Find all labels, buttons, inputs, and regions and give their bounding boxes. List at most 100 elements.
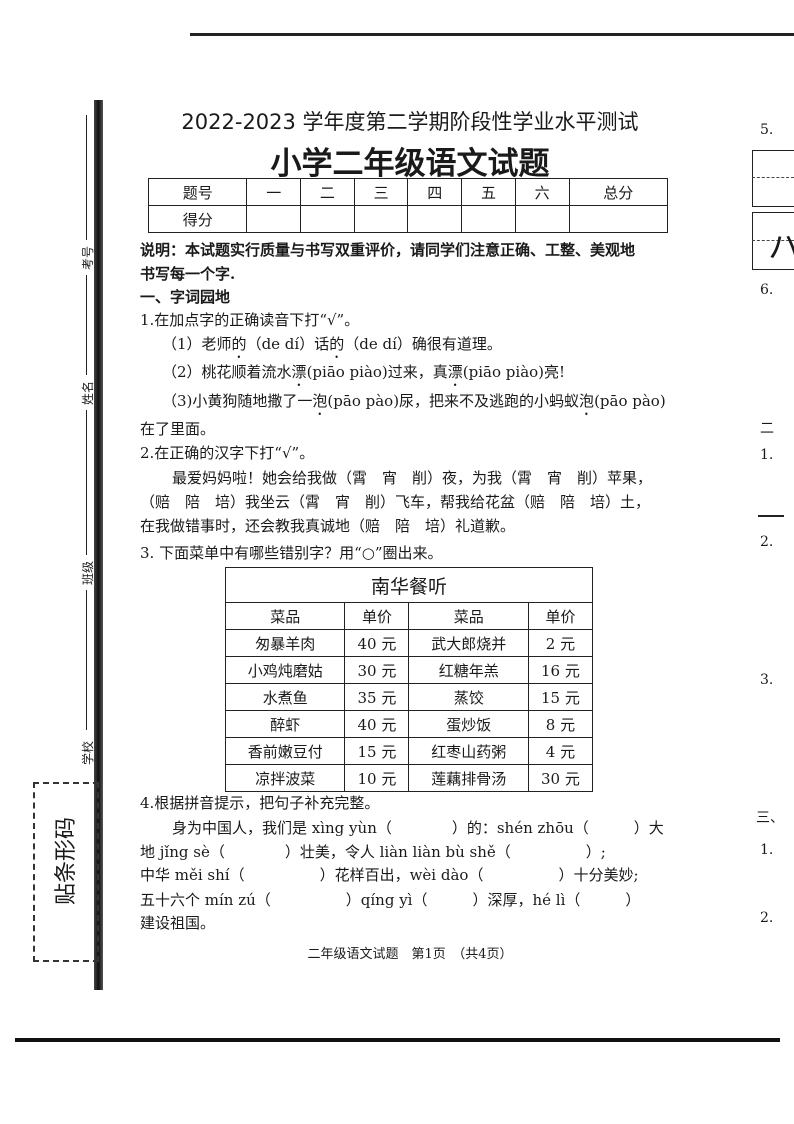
score-table-row-scores: 得分 [147,205,669,233]
menu-row: 水煮鱼 35 元蒸饺 15 元 [224,683,594,711]
cell: 二 [300,178,355,206]
right-item: 2. [760,534,774,550]
dish-name: 武大郎烧并 [408,629,529,657]
q2-line1: 最爱妈妈啦！她会给我做（霄 宵 削）夜，为我（霄 宵 削）苹果， [172,469,653,487]
instructions-cont: 书写每一个字. [140,265,236,283]
menu-row: 匆暴羊肉 40 元武大郎烧并 2 元 [224,629,594,657]
name-line [86,275,87,375]
dish-price: 8 元 [527,710,594,738]
column-header: 菜品 [224,602,346,630]
dish-name: 莲藕排骨汤 [408,764,529,792]
q4-prompt: 4.根据拼音提示，把句子补充完整。 [140,794,380,812]
menu-row: 香前嫩豆付 15 元红枣山药粥 4 元 [224,737,594,765]
q2-line3: 在我做错事时，还会教我真诚地（赔 陪 培）礼道歉。 [140,517,516,535]
column-header: 单价 [344,602,410,630]
exam-number-line [86,115,87,240]
dish-price: 40 元 [344,629,410,657]
menu-row: 小鸡炖磨姑 30 元红糖年羔 16 元 [224,656,594,684]
score-cell[interactable] [407,205,463,233]
scan-border-top [190,33,794,36]
dish-name: 凉拌波菜 [224,764,346,792]
score-cell[interactable] [568,205,669,233]
q1-item3-cont: 在了里面。 [140,420,216,438]
menu-row: 醉虾 40 元蛋炒饭 8 元 [224,710,594,738]
q1-prompt: 1.在加点字的正确读音下打“√”。 [140,311,360,329]
right-item: 三、 [756,810,784,826]
right-item: 3. [760,672,774,688]
q4-line1: 身为中国人，我们是 xìng yùn（ ）的：shén zhōu（ ）大 [172,819,664,837]
q4-line3: 中华 měi shí（ ）花样百出，wèi dào（ ）十分美妙; [140,866,639,884]
box-character: ハ [768,228,794,266]
dish-name: 水煮鱼 [224,683,346,711]
q4-line2: 地 jǐng sè（ ）壮美，令人 liàn liàn bù shě（ ）; [140,843,606,861]
cell: 一 [246,178,302,206]
menu-row: 凉拌波菜 10 元莲藕排骨汤 30 元 [224,764,594,792]
exam-subtitle: 小学二年级语文试题 [270,146,550,182]
school-label: 学校 [81,740,95,765]
right-item: 6. [760,282,774,298]
q4-line5: 建设祖国。 [140,914,216,932]
dish-name: 小鸡炖磨姑 [224,656,346,684]
q1-item3: （3)小黄狗随地撒了一泡(pāo pào)尿，把来不及逃跑的小蚂蚁泡(pāo p… [162,392,666,410]
barcode-box [33,782,99,962]
dish-price: 16 元 [527,656,594,684]
cell: 得分 [147,205,248,233]
name-label: 姓名 [81,380,95,405]
cell: 三 [353,178,409,206]
writing-box [752,212,794,270]
answer-line [758,515,784,517]
writing-box [752,150,794,207]
section-heading: 一、字词园地 [140,288,231,306]
dish-price: 30 元 [344,656,410,684]
right-item: 5. [760,122,774,138]
dish-price: 10 元 [344,764,410,792]
cell: 总分 [568,178,669,206]
right-item: 2. [760,910,774,926]
cell: 六 [514,178,570,206]
right-item: 1. [760,447,774,463]
dish-name: 蒸饺 [408,683,529,711]
barcode-label: 贴条形码 [54,816,79,905]
column-header: 单价 [527,602,594,630]
dish-name: 蛋炒饭 [408,710,529,738]
class-line [86,410,87,555]
menu-table: 南华餐听 菜品 单价 菜品 单价 匆暴羊肉 40 元武大郎烧并 2 元小鸡炖磨姑 30… [224,567,594,792]
q2-prompt: 2.在正确的汉字下打“√”。 [140,444,315,462]
dish-name: 香前嫩豆付 [224,737,346,765]
cell: 题号 [147,178,248,206]
dish-name: 红枣山药粥 [408,737,529,765]
dish-name: 匆暴羊肉 [224,629,346,657]
q3-prompt: 3. 下面菜单中有哪些错别字？用“○”圈出来。 [140,544,443,562]
cell: 五 [461,178,516,206]
writing-guide [752,240,794,241]
dish-price: 30 元 [527,764,594,792]
score-cell[interactable] [461,205,516,233]
menu-title: 南华餐听 [225,567,593,603]
writing-guide [752,177,794,178]
exam-title: 2022-2023 学年度第二学期阶段性学业水平测试 [181,110,639,134]
score-cell[interactable] [300,205,355,233]
dish-price: 15 元 [344,737,410,765]
q2-line2: （赔 陪 培）我坐云（霄 宵 削）飞车，帮我给花盆（赔 陪 培）土， [140,493,651,511]
menu-header-row: 菜品 单价 菜品 单价 [224,602,594,630]
dish-price: 35 元 [344,683,410,711]
score-table-row-header: 题号 一 二 三 四 五 六 总分 [147,178,669,206]
q4-line4: 五十六个 mín zú（ ）qíng yì（ ）深厚，hé lì（ ） [140,891,641,909]
score-cell[interactable] [353,205,409,233]
column-header: 菜品 [408,602,529,630]
q1-item2: （2）桃花顺着流水漂(piāo piào)过来，真漂(piāo piào)亮! [162,363,566,381]
cell: 四 [407,178,463,206]
dish-name: 醉虾 [224,710,346,738]
dish-price: 15 元 [527,683,594,711]
right-item: 二 [760,421,774,437]
exam-number-label: 考号 [81,245,95,270]
score-table: 题号 一 二 三 四 五 六 总分 得分 [147,178,669,233]
q1-item1: （1）老师的（de dí）话的（de dí）确很有道理。 [162,335,502,353]
score-cell[interactable] [246,205,302,233]
school-line [86,590,87,730]
dish-name: 红糖年羔 [408,656,529,684]
instructions: 说明：本试题实行质量与书写双重评价，请同学们注意正确、工整、美观地 [140,241,636,259]
dish-price: 4 元 [527,737,594,765]
dish-price: 2 元 [527,629,594,657]
score-cell[interactable] [514,205,570,233]
